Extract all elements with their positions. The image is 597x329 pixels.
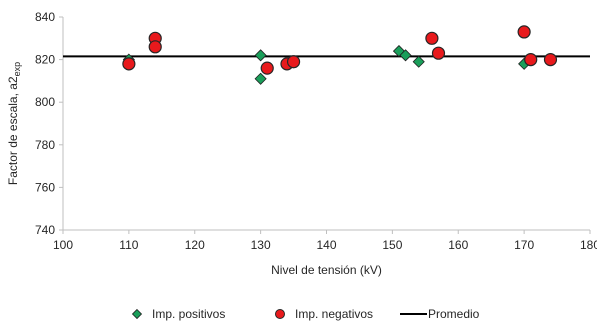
- y-tick-label: 760: [35, 180, 55, 194]
- x-tick-label: 150: [382, 238, 402, 252]
- y-tick-label: 780: [35, 138, 55, 152]
- x-tick-label: 130: [251, 238, 271, 252]
- positive-impulse-point: [399, 49, 412, 62]
- x-tick-label: 120: [185, 238, 205, 252]
- negative-impulse-point: [260, 61, 274, 75]
- y-tick-label: 820: [35, 53, 55, 67]
- x-tick-label: 170: [514, 238, 534, 252]
- x-axis-title: Nivel de tensión (kV): [271, 263, 382, 277]
- negative-impulse-point: [524, 52, 538, 67]
- y-axis-title-subscript: exp: [12, 62, 22, 77]
- x-tick-label: 100: [53, 238, 73, 252]
- x-tick-label: 160: [448, 238, 468, 252]
- y-axis-title: Factor de escala, a2exp: [6, 62, 22, 185]
- x-tick-label: 140: [316, 238, 336, 252]
- negative-impulse-point: [517, 25, 531, 39]
- negative-impulse-point: [286, 55, 301, 69]
- negative-impulse-point: [122, 57, 136, 71]
- negative-impulse-point: [543, 52, 558, 67]
- axes: [62, 17, 590, 231]
- x-tick-label: 110: [119, 238, 138, 252]
- data-markers: [122, 25, 558, 85]
- legend-circle-icon: [275, 309, 285, 319]
- legend-label: Promedio: [428, 307, 480, 321]
- legend-item: Imp. negativos: [275, 307, 373, 321]
- y-tick-label: 840: [35, 10, 55, 24]
- negative-impulse-point: [425, 31, 439, 45]
- legend-label: Imp. positivos: [152, 307, 225, 321]
- positive-impulse-point: [254, 49, 267, 62]
- y-axis-title-main: Factor de escala, a2: [6, 76, 20, 185]
- negative-impulse-point: [431, 46, 446, 60]
- x-tick-label: 180: [580, 238, 597, 252]
- legend-label: Imp. negativos: [295, 307, 373, 321]
- y-tick-labels: 740 760 780 800 820 840: [35, 10, 63, 237]
- legend-item: Promedio: [400, 307, 480, 321]
- legend-diamond-icon: [131, 308, 143, 320]
- x-tick-labels: 100 110 120 130 140 150 160 170 180: [53, 230, 597, 252]
- legend: Imp. positivos Imp. negativos Promedio: [131, 307, 480, 321]
- y-tick-label: 800: [35, 95, 55, 109]
- y-tick-label: 740: [35, 223, 55, 237]
- legend-item: Imp. positivos: [131, 307, 225, 321]
- negative-impulse-point: [148, 40, 162, 54]
- positive-impulse-point: [254, 72, 267, 85]
- positive-impulse-point: [412, 55, 425, 68]
